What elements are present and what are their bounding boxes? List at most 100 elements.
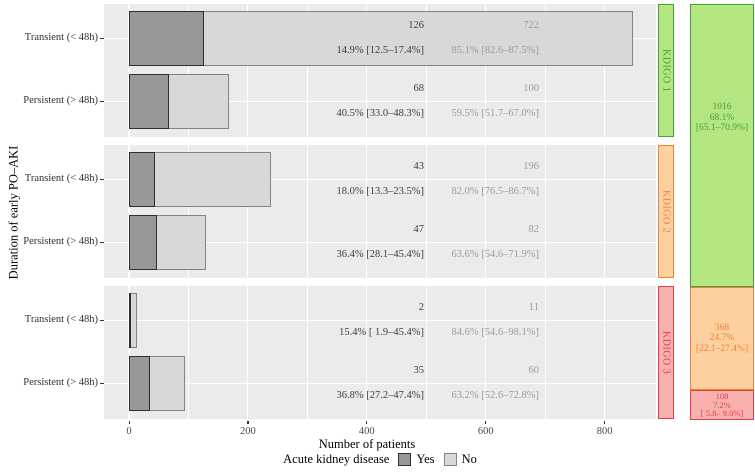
bar-yes-segment: [129, 214, 157, 270]
gridline-major: [485, 4, 487, 137]
annotation-no-count: 60: [528, 365, 540, 376]
annotation-yes-count: 68: [413, 83, 425, 94]
annotation-yes-pct: 36.4% [28.1–45.4%]: [336, 249, 425, 260]
y-axis-label: Transient (< 48h): [24, 314, 98, 325]
facet-strip-label: KDIGO 2: [660, 189, 672, 234]
gridline-major: [128, 145, 130, 278]
annotation-no-count: 82: [528, 224, 540, 235]
y-tick-mark: [100, 320, 104, 322]
x-tick-label: 200: [240, 426, 256, 437]
y-axis-label: Persistent (> 48h): [23, 236, 98, 247]
annotation-no-pct: 82.0% [76.5–86.7%]: [451, 186, 540, 197]
annotation-no-pct: 59.5% [51.7–67.0%]: [451, 108, 540, 119]
gridline-minor: [545, 286, 546, 419]
totals-box-text: 1016 68.1% [65.1–70.9%]: [695, 102, 749, 133]
gridline-horizontal: [104, 242, 656, 243]
annotation-no-count: 196: [523, 161, 539, 172]
x-tick-label: 800: [596, 426, 613, 437]
legend-label-yes: Yes: [416, 451, 435, 466]
gridline-minor: [188, 145, 190, 278]
annotation-no-pct: 85.1% [82.6–87.5%]: [451, 45, 540, 56]
bar-yes-segment: [129, 292, 131, 348]
gridline-major: [604, 145, 606, 278]
bar-yes-segment: [129, 151, 155, 207]
y-tick-mark: [100, 179, 104, 181]
annotation-no-count: 100: [523, 83, 539, 94]
gridline-major: [128, 4, 130, 137]
x-tick-label: 600: [477, 426, 494, 437]
annotation-yes-pct: 40.5% [33.0–48.3%]: [336, 108, 425, 119]
gridline-minor: [307, 286, 309, 419]
bar-yes-segment: [129, 10, 204, 66]
gridline-minor: [545, 4, 546, 137]
x-axis-title: Number of patients: [318, 437, 416, 451]
gridline-major: [247, 286, 249, 419]
gridline-minor: [426, 4, 427, 137]
annotation-yes-pct: 36.8% [27.2–47.4%]: [336, 390, 425, 401]
gridline-minor: [307, 145, 309, 278]
gridline-major: [485, 145, 487, 278]
legend-item-no: No: [443, 451, 477, 467]
annotation-yes-pct: 15.4% [ 1.9–45.4%]: [339, 327, 424, 338]
facet-strip: KDIGO 3: [658, 286, 674, 419]
legend-item-yes: Yes: [398, 451, 435, 467]
y-tick-mark: [100, 242, 104, 244]
y-tick-mark: [100, 38, 104, 40]
gridline-major: [128, 286, 130, 419]
gridline-major: [247, 4, 249, 137]
bar-no-segment: [148, 355, 186, 411]
x-tick-mark: [247, 420, 249, 424]
gridline-minor: [307, 4, 309, 137]
bar-no-segment: [155, 214, 206, 270]
x-tick-mark: [485, 420, 487, 424]
annotation-yes-count: 43: [413, 161, 425, 172]
annotation-yes-count: 126: [408, 20, 424, 31]
y-tick-mark: [100, 101, 104, 103]
facet-panel: [104, 286, 656, 419]
annotation-yes-count: 47: [413, 224, 425, 235]
gridline-minor: [188, 4, 190, 137]
y-axis-label: Persistent (> 48h): [23, 377, 98, 388]
totals-box-text: 108 7.2%[ 5.8– 9.0%]: [700, 390, 744, 419]
x-tick-mark: [604, 420, 606, 424]
legend-label-no: No: [461, 451, 477, 466]
annotation-no-count: 722: [523, 20, 539, 31]
gridline-major: [366, 145, 368, 278]
gridline-major: [366, 286, 368, 419]
legend-title: Acute kidney disease: [283, 451, 390, 466]
y-axis-label: Persistent (> 48h): [23, 95, 98, 106]
totals-box-text: 368 24.7% [22.1–27.4%]: [695, 322, 749, 354]
bar-yes-segment: [129, 355, 150, 411]
gridline-minor: [426, 145, 427, 278]
bar-no-segment: [153, 151, 272, 207]
legend-swatch-yes-icon: [398, 452, 412, 466]
annotation-yes-count: 2: [418, 302, 424, 313]
gridline-horizontal: [104, 179, 656, 180]
annotation-yes-pct: 14.9% [12.5–17.4%]: [336, 45, 425, 56]
gridline-major: [366, 4, 368, 137]
annotation-no-count: 11: [528, 302, 539, 313]
bar-no-segment: [168, 73, 229, 129]
gridline-minor: [545, 145, 546, 278]
legend-swatch-no-icon: [443, 452, 457, 466]
gridline-horizontal: [104, 383, 656, 384]
facet-strip-label: KDIGO 3: [660, 330, 672, 375]
facet-strip: KDIGO 1: [658, 4, 674, 137]
gridline-horizontal: [104, 101, 656, 102]
x-tick-label: 0: [126, 426, 132, 437]
gridline-major: [485, 286, 487, 419]
x-tick-mark: [366, 420, 368, 424]
legend: Acute kidney disease Yes No: [180, 450, 580, 468]
annotation-no-pct: 84.6% [54.6–98.1%]: [451, 327, 540, 338]
totals-box-kdigo-3: 108 7.2%[ 5.8– 9.0%]: [690, 389, 754, 420]
gridline-minor: [188, 286, 190, 419]
y-axis-label: Transient (< 48h): [24, 32, 98, 43]
bar-yes-segment: [129, 73, 170, 129]
facet-strip-label: KDIGO 1: [660, 48, 672, 93]
gridline-major: [604, 4, 606, 137]
annotation-no-pct: 63.2% [52.6–72.8%]: [451, 390, 540, 401]
totals-box-kdigo-1: 1016 68.1% [65.1–70.9%]: [690, 4, 754, 288]
y-tick-mark: [100, 383, 104, 385]
